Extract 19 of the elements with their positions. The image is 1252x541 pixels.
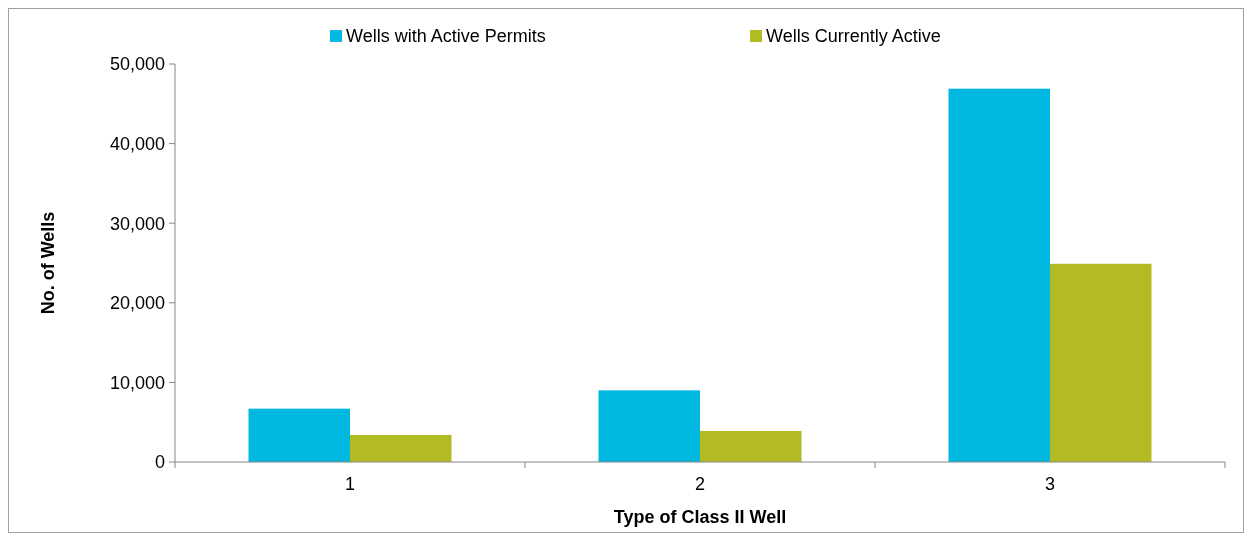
x-tick-label: 2	[694, 474, 706, 494]
bar	[1050, 263, 1152, 462]
y-axis-title: No. of Wells	[38, 211, 58, 315]
y-tick-label: 30,000	[109, 213, 165, 234]
x-tick-label: 1	[344, 474, 356, 494]
x-axis-title: Type of Class II Well	[613, 507, 787, 527]
bar	[700, 430, 802, 462]
y-tick-label: 50,000	[109, 54, 165, 75]
legend-label: Wells Currently Active	[766, 26, 941, 46]
bar	[248, 408, 350, 462]
y-tick-label: 10,000	[109, 372, 165, 393]
x-tick-label: 3	[1044, 474, 1056, 494]
bar	[948, 88, 1050, 462]
bar	[350, 434, 452, 462]
y-tick-label: 20,000	[109, 293, 165, 314]
y-tick-label: 40,000	[109, 133, 165, 154]
bar	[598, 390, 700, 462]
y-tick-label: 0	[154, 452, 165, 473]
legend-label: Wells with Active Permits	[346, 26, 546, 46]
